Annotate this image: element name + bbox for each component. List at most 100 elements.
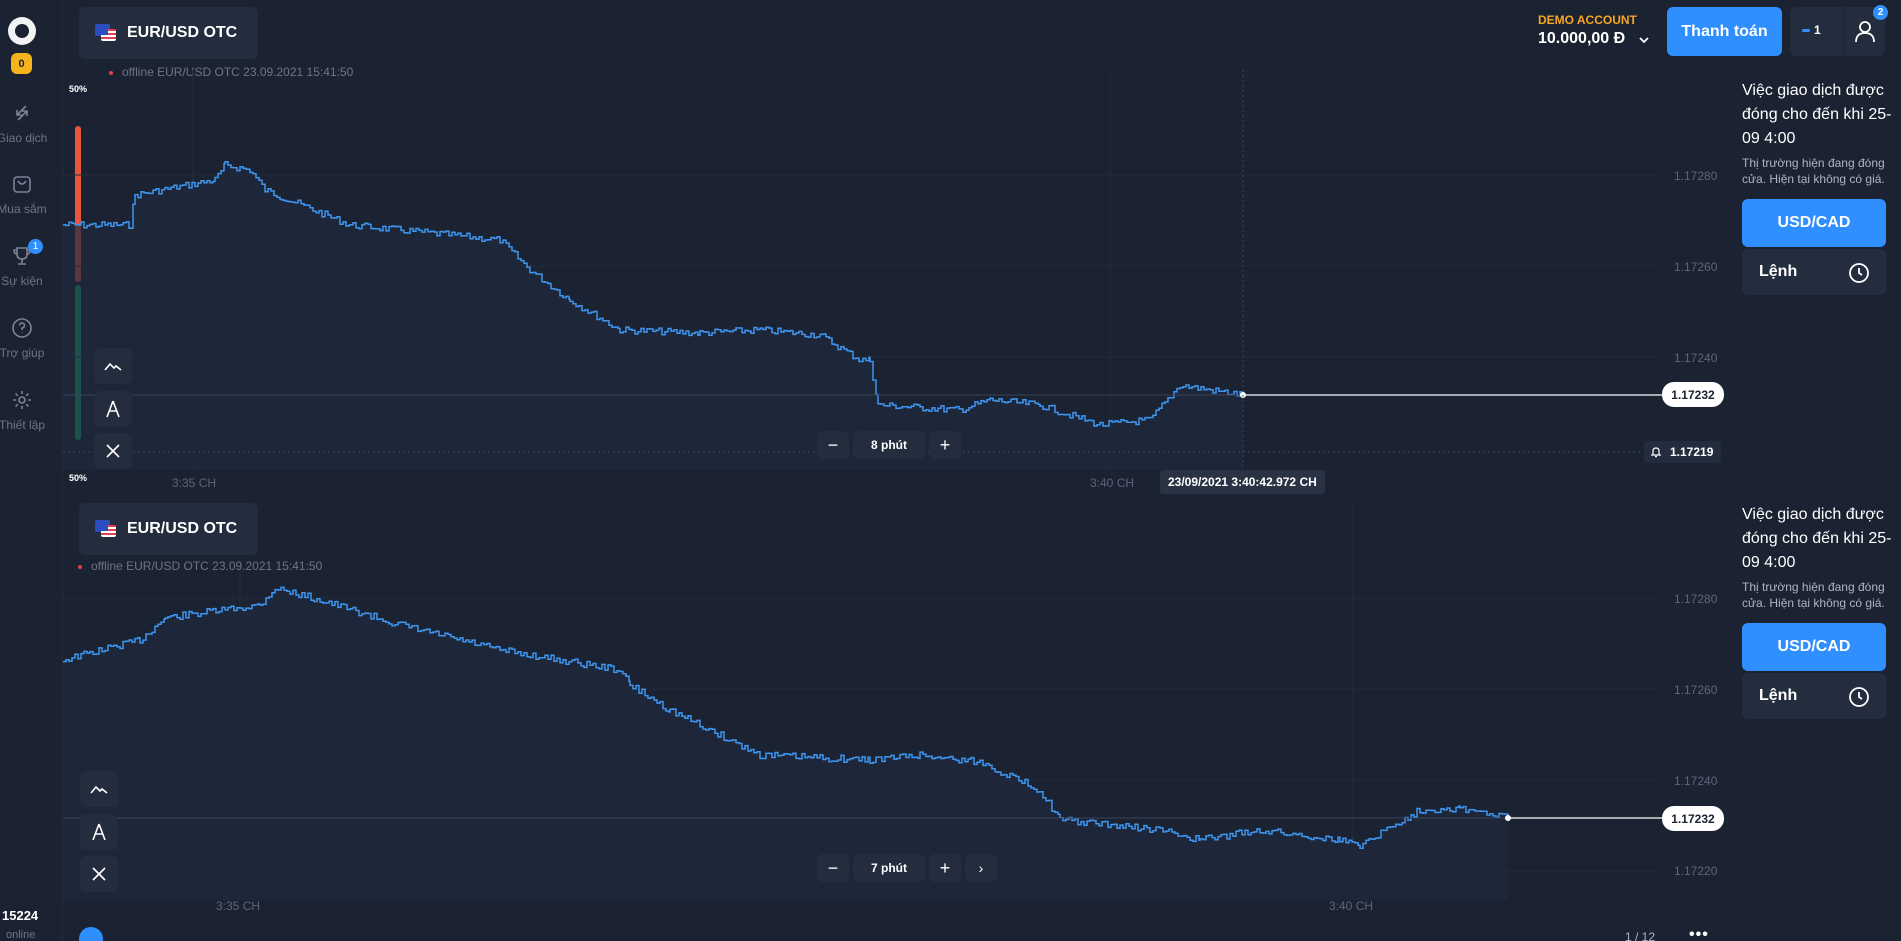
sidebar: 0 Giao dịch Mua sắm 1 Sự kiện Trợ giúp T…	[0, 0, 63, 941]
y-tick: 1.17220	[1674, 864, 1718, 878]
bell-icon	[1650, 447, 1662, 458]
asset-name: EUR/USD OTC	[127, 24, 238, 41]
timeframe-value: 8 phút	[853, 431, 925, 459]
y-tick: 1.17280	[1674, 169, 1718, 183]
current-price-tag: 1.17232	[1662, 806, 1724, 831]
timeframe-control-top: − 8 phút +	[817, 431, 961, 459]
sidebar-item-label: Trợ giúp	[0, 346, 45, 360]
y-tick: 1.17240	[1674, 774, 1718, 788]
compass-icon	[92, 823, 106, 841]
asset-selector-bottom[interactable]: EUR/USD OTC	[79, 503, 258, 555]
compass-icon	[106, 400, 120, 418]
last-price-dot	[1505, 815, 1511, 821]
price-area	[63, 161, 1243, 471]
trades-profile-box: 1 2	[1790, 5, 1888, 56]
shopping-bag-icon	[10, 172, 34, 196]
clock-icon	[1849, 263, 1869, 283]
notifications-badge: 2	[1873, 5, 1888, 20]
sidebar-item-label: Giao dịch	[0, 131, 48, 145]
orders-button[interactable]: Lệnh	[1742, 249, 1886, 295]
timeframe-increase-button[interactable]: +	[929, 854, 961, 882]
price-alert[interactable]: 1.17219	[1644, 441, 1722, 463]
chevron-down-icon[interactable]	[1636, 32, 1652, 48]
timeframe-decrease-button[interactable]: −	[817, 854, 849, 882]
drawing-tools-button[interactable]	[94, 391, 132, 427]
events-badge: 1	[28, 239, 43, 254]
sell-percent: 50%	[69, 84, 88, 94]
market-closed-message: Thị trường hiện đang đóng cửa. Hiện tại …	[1742, 156, 1885, 186]
close-icon	[92, 867, 106, 881]
buy-percent: 50%	[69, 473, 88, 483]
offline-text: offline EUR/USD OTC 23.09.2021 15:41:50	[122, 65, 354, 79]
crosshair-timestamp: 23/09/2021 3:40:42.972 CH	[1160, 470, 1325, 494]
x-tick: 3:40 CH	[1329, 899, 1374, 913]
logo[interactable]	[8, 17, 36, 45]
sidebar-item-label: Mua sắm	[0, 202, 47, 216]
close-chart-button[interactable]	[80, 856, 118, 892]
timeframe-control-bottom: − 7 phút + ›	[817, 854, 997, 882]
asset-name: EUR/USD OTC	[127, 520, 238, 537]
payment-button[interactable]: Thanh toán	[1667, 7, 1782, 56]
trade-icon	[10, 101, 34, 125]
offline-status: offline EUR/USD OTC 23.09.2021 15:41:50	[109, 65, 353, 79]
open-trades-count: 1	[1814, 23, 1821, 37]
close-icon	[106, 444, 120, 458]
sidebar-item-label: Thiết lập	[0, 418, 46, 432]
open-trades-button[interactable]: 1	[1802, 23, 1821, 37]
sidebar-item-help[interactable]: Trợ giúp	[0, 316, 54, 360]
chart-pager[interactable]: 1 / 12	[1625, 930, 1656, 941]
price-chart-bottom[interactable]	[0, 500, 1723, 941]
account-type: DEMO ACCOUNT	[1538, 13, 1637, 27]
price-chart-top[interactable]	[0, 0, 1723, 500]
online-label: online	[6, 929, 36, 941]
indicators-button[interactable]	[94, 348, 132, 384]
timeframe-increase-button[interactable]: +	[929, 431, 961, 459]
x-tick: 3:40 CH	[1090, 476, 1135, 490]
user-icon[interactable]	[1852, 18, 1878, 44]
coin-badge: 0	[11, 53, 32, 74]
orders-button[interactable]: Lệnh	[1742, 673, 1886, 719]
chevron-right-icon[interactable]: ›	[965, 854, 997, 882]
gear-icon	[10, 388, 34, 412]
y-tick: 1.17260	[1674, 260, 1718, 274]
y-tick: 1.17260	[1674, 683, 1718, 697]
timeframe-value: 7 phút	[853, 854, 925, 882]
help-icon	[10, 316, 34, 340]
drawing-tools-button[interactable]	[80, 814, 118, 850]
online-count: 15224	[2, 908, 39, 923]
market-closed-message: Thị trường hiện đang đóng cửa. Hiện tại …	[1742, 580, 1885, 610]
alert-price: 1.17219	[1670, 445, 1714, 459]
offline-status: offline EUR/USD OTC 23.09.2021 15:41:50	[78, 559, 322, 573]
price-line	[63, 161, 1244, 427]
account-balance[interactable]: 10.000,00 Đ	[1538, 30, 1626, 47]
timeframe-decrease-button[interactable]: −	[817, 431, 849, 459]
asset-selector-top[interactable]: EUR/USD OTC	[79, 7, 258, 59]
orders-label: Lệnh	[1759, 263, 1798, 280]
close-chart-button[interactable]	[94, 433, 132, 469]
y-tick: 1.17240	[1674, 351, 1718, 365]
market-closed-title: Việc giao dịch được đóng cho đến khi 25-…	[1742, 82, 1892, 147]
orders-label: Lệnh	[1759, 687, 1798, 704]
sidebar-item-label: Sự kiện	[1, 274, 43, 288]
clock-icon	[1849, 687, 1869, 707]
y-tick: 1.17280	[1674, 592, 1718, 606]
sidebar-item-settings[interactable]: Thiết lập	[0, 388, 54, 432]
switch-asset-button[interactable]: USD/CAD	[1742, 623, 1886, 671]
trophy-icon	[10, 244, 34, 268]
x-tick: 3:35 CH	[172, 476, 217, 490]
x-tick: 3:35 CH	[216, 899, 261, 913]
sidebar-item-events[interactable]: 1 Sự kiện	[0, 239, 54, 288]
indicator-icon	[104, 362, 122, 371]
current-price-tag: 1.17232	[1662, 382, 1724, 407]
indicator-icon	[90, 785, 108, 794]
indicators-button[interactable]	[80, 771, 118, 807]
sidebar-item-shop[interactable]: Mua sắm	[0, 172, 54, 216]
switch-asset-button[interactable]: USD/CAD	[1742, 199, 1886, 247]
sidebar-item-trade[interactable]: Giao dịch	[0, 101, 54, 145]
chat-button[interactable]	[79, 927, 103, 941]
more-options-icon[interactable]: •••	[1689, 926, 1709, 941]
market-closed-title: Việc giao dịch được đóng cho đến khi 25-…	[1742, 506, 1892, 571]
offline-text: offline EUR/USD OTC 23.09.2021 15:41:50	[91, 559, 323, 573]
price-area	[63, 587, 1508, 900]
